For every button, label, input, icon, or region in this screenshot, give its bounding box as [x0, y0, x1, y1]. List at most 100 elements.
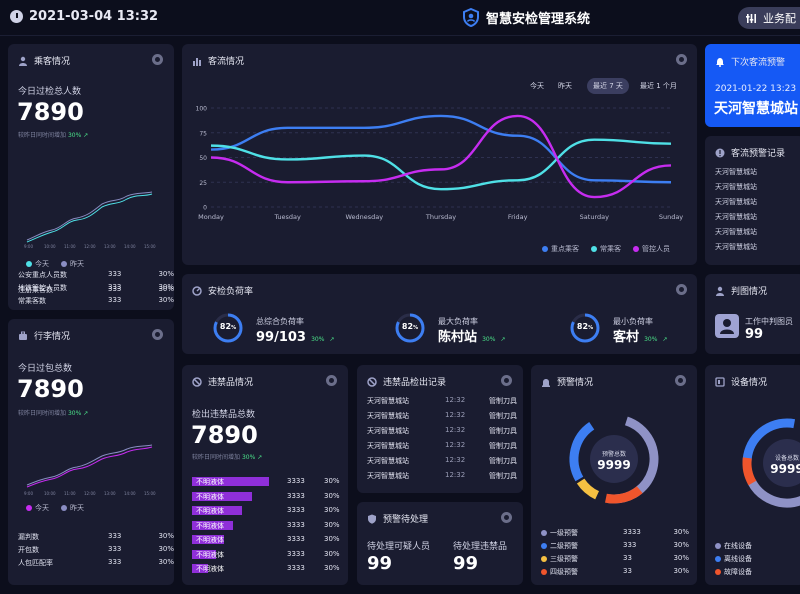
- judge-title: 判图情况: [731, 287, 768, 297]
- alarm-value: 33: [623, 554, 632, 562]
- contraband-bar: [192, 549, 217, 559]
- load-ring: [395, 313, 425, 343]
- legend-today: 今天: [26, 259, 49, 269]
- legend-yesterday-label: 昨天: [70, 504, 84, 512]
- alarm-row: 一级预警 3333 30%: [541, 528, 689, 538]
- contraband-bar-row: 不明液体 3333 30%: [192, 476, 342, 486]
- sparkline-today: [26, 193, 153, 243]
- legend-dot: [542, 246, 548, 252]
- business-config-label: 业务配: [763, 12, 796, 25]
- gear-icon[interactable]: [676, 54, 687, 65]
- contraband-subtitle: 检出违禁品总数: [192, 410, 256, 420]
- alarm-card: 预警情况 预警总数 9999 一级预警 3333 30% 二级预警 333 30% 三级…: [531, 365, 697, 585]
- stat-label: 人包匹配率: [18, 559, 53, 567]
- stat-label: 漏判数: [18, 533, 39, 541]
- range-yesterday[interactable]: 昨天: [558, 82, 572, 90]
- luggage-compare-text: 较昨日同时间增加: [18, 410, 67, 417]
- range-7-days[interactable]: 最近 7 天: [587, 78, 629, 94]
- contraband-bar-pct: 30%: [324, 506, 340, 514]
- stat-value: 333: [108, 270, 122, 278]
- clock-icon: [10, 10, 23, 23]
- contraband-bar-value: 3333: [287, 506, 305, 514]
- device-center-value: 9999: [770, 462, 800, 476]
- sparkline-yesterday: [26, 444, 153, 486]
- contraband-bar-value: 3333: [287, 520, 305, 529]
- gauge-icon: [192, 285, 202, 296]
- range-1-month[interactable]: 最近 1 个月: [640, 82, 677, 90]
- gear-icon[interactable]: [676, 284, 687, 295]
- passenger-stat-row: 常乘客数 333 30%: [18, 296, 174, 306]
- gear-icon[interactable]: [501, 512, 512, 523]
- flow-title: 客流情况: [208, 57, 245, 67]
- gear-icon[interactable]: [501, 375, 512, 386]
- record-time: 12:32: [445, 471, 466, 479]
- device-legend-row: 离线设备: [715, 554, 752, 564]
- stat-value: 333: [108, 296, 122, 304]
- passenger-card-header: 乘客情况: [18, 54, 70, 67]
- load-value-wrap: 99/103 30% ↗: [256, 326, 335, 345]
- contraband-bar-value: 3333: [287, 535, 305, 543]
- alarm-center-label: 预警总数: [601, 451, 626, 458]
- device-icon: [715, 376, 725, 387]
- forecast-title: 下次客流预警: [731, 58, 786, 68]
- contraband-bar-row: 不明液体 3333 30%: [192, 520, 342, 530]
- flow-record-item: 天河智慧城站: [715, 228, 757, 236]
- business-config-button[interactable]: 业务配: [738, 7, 800, 29]
- contraband-bar-row: 不明液体 3333 30%: [192, 491, 342, 501]
- ban-icon: [367, 376, 377, 387]
- settings-sliders-icon: [746, 13, 756, 23]
- sparkline-today: [26, 446, 153, 488]
- detect-record-row: 天河智慧城站 12:32 管制刀具: [367, 441, 517, 451]
- legend-yesterday: 昨天: [61, 259, 84, 269]
- range-today[interactable]: 今天: [530, 82, 544, 90]
- flow-record-item: 天河智慧城站: [715, 243, 757, 251]
- record-station: 天河智慧城站: [367, 472, 409, 480]
- user-icon: [19, 56, 27, 66]
- gear-icon[interactable]: [152, 54, 163, 65]
- series-line-0: [210, 114, 672, 184]
- passenger-compare-text: 较昨日同时间增加: [18, 132, 67, 139]
- contraband-bar: [192, 535, 224, 544]
- siren-icon: [542, 378, 550, 387]
- gear-icon[interactable]: [152, 329, 163, 340]
- level-dot: [541, 556, 547, 562]
- alarm-pct: 30%: [673, 528, 689, 536]
- passenger-title: 乘客情况: [34, 57, 71, 67]
- x-tick-label: Saturday: [580, 213, 609, 221]
- alarm-donut: [569, 414, 659, 504]
- device-legend-row: 故障设备: [715, 567, 752, 577]
- record-station: 天河智慧城站: [367, 397, 409, 405]
- pending-contraband-label: 待处理违禁品: [453, 542, 508, 552]
- legend-today-label: 今天: [35, 260, 49, 268]
- alarm-level: 四级预警: [541, 567, 623, 577]
- series-line-2: [210, 114, 672, 199]
- level-dot: [541, 543, 547, 549]
- flow-record-item: 天河智慧城站: [715, 213, 757, 221]
- level-dot: [541, 530, 547, 536]
- record-type: 管制刀具: [489, 472, 517, 480]
- alarm-title: 预警情况: [557, 378, 594, 388]
- device-title: 设备情况: [731, 378, 768, 388]
- alarm-level: 三级预警: [541, 554, 623, 564]
- forecast-header: 下次客流预警: [715, 55, 785, 68]
- top-bar: 2021-03-04 13:32 智慧安检管理系统 业务配: [0, 0, 800, 36]
- gear-icon[interactable]: [675, 375, 686, 386]
- record-time: 12:32: [445, 456, 466, 464]
- contraband-bar-value: 3333: [287, 491, 305, 500]
- load-value: 99/103: [256, 330, 306, 345]
- record-type: 管制刀具: [489, 412, 517, 420]
- status-dot: [715, 543, 721, 549]
- contraband-compare-text: 较昨日同时间增加: [192, 454, 241, 461]
- gear-icon[interactable]: [326, 375, 337, 386]
- legend-yesterday: 昨天: [61, 503, 84, 513]
- stat-label: 常乘客数: [18, 297, 46, 305]
- stat-value: 333: [108, 532, 122, 540]
- detect-record-row: 天河智慧城站 12:32 管制刀具: [367, 426, 517, 436]
- luggage-card-header: 行李情况: [18, 329, 70, 342]
- series-line-1: [210, 138, 672, 191]
- device-status-label: 故障设备: [724, 568, 752, 576]
- trend-up-icon: ↗: [500, 336, 506, 343]
- stat-pct: 30%: [158, 296, 174, 304]
- contraband-bar-label: 不明液体: [196, 507, 224, 515]
- luggage-sparkline: 9:00 10:00 11:00 12:00 13:00 14:00 15:00: [24, 444, 156, 496]
